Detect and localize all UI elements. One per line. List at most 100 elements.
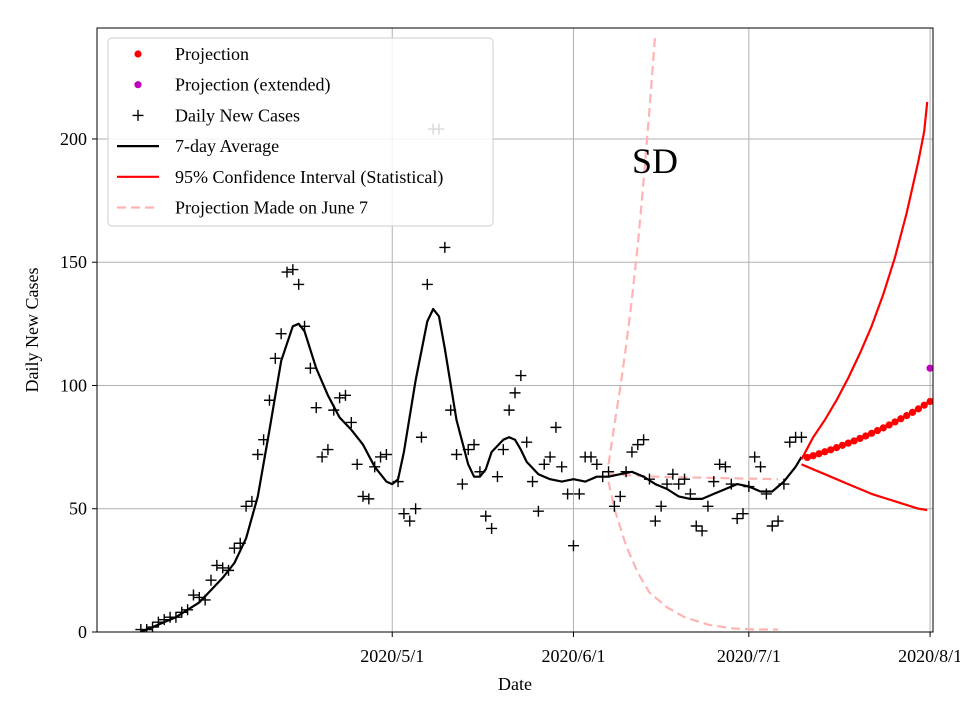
- daily-cases-point: [626, 446, 638, 458]
- daily-cases-point: [228, 542, 240, 554]
- daily-cases-point: [246, 495, 258, 507]
- legend-entry-95-confidence-interval-statistical: 95% Confidence Interval (Statistical): [117, 167, 443, 188]
- projection-point: [862, 432, 870, 440]
- daily-cases-point: [322, 444, 334, 456]
- projection-point: [926, 397, 933, 406]
- legend-entry-projection-made-on-june-7: Projection Made on June 7: [117, 198, 368, 218]
- legend-label: Projection (extended): [175, 75, 330, 96]
- daily-cases-point: [351, 458, 363, 470]
- legend-entry-7-day-average: 7-day Average: [117, 136, 279, 156]
- projection-point: [803, 453, 811, 462]
- legend-entry-projection-extended: Projection (extended): [134, 75, 330, 96]
- daily-cases-point: [731, 513, 743, 525]
- projection-point: [891, 418, 899, 426]
- daily-cases-point: [404, 515, 416, 527]
- daily-cases-point: [532, 505, 544, 517]
- daily-cases-point: [176, 606, 188, 618]
- plot-series: [135, 32, 933, 632]
- daily-cases-point: [375, 451, 387, 463]
- daily-cases-point: [585, 451, 597, 463]
- daily-cases-point: [275, 328, 287, 340]
- daily-cases-point: [772, 515, 784, 527]
- legend-entry-projection: Projection: [134, 44, 249, 64]
- daily-cases-point: [544, 451, 556, 463]
- daily-cases-point: [620, 466, 632, 478]
- daily-cases-point: [339, 389, 351, 401]
- daily-cases-point: [702, 500, 714, 512]
- daily-cases-point: [462, 444, 474, 456]
- daily-cases-point: [743, 481, 755, 493]
- projection-point: [914, 405, 922, 413]
- x-tick-label: 2020/7/1: [717, 646, 781, 666]
- legend-swatch: [132, 109, 144, 121]
- daily-cases-point: [538, 458, 550, 470]
- daily-cases-point: [211, 559, 223, 571]
- daily-cases-point: [141, 624, 153, 632]
- daily-cases-point: [439, 241, 451, 253]
- projection-point: [903, 411, 911, 420]
- daily-cases-point: [269, 352, 281, 364]
- daily-cases-point: [562, 488, 574, 500]
- daily-cases-point: [725, 478, 737, 490]
- daily-cases-point: [474, 466, 486, 478]
- projection-point: [832, 443, 841, 452]
- daily-cases-point: [345, 416, 357, 428]
- x-tick-label: 2020/5/1: [360, 646, 424, 666]
- daily-cases-point: [316, 451, 328, 463]
- legend-entry-daily-new-cases: Daily New Cases: [132, 105, 300, 125]
- daily-cases-point: [778, 478, 790, 490]
- legend-label: 7-day Average: [175, 136, 279, 156]
- daily-cases-point: [632, 439, 644, 451]
- daily-cases-point: [369, 461, 381, 473]
- daily-cases-point: [749, 451, 761, 463]
- legend-label: Daily New Cases: [175, 105, 300, 125]
- projection-point: [827, 446, 835, 454]
- daily-cases-point: [334, 392, 346, 404]
- daily-cases-point: [696, 525, 708, 537]
- daily-cases-point: [603, 466, 615, 478]
- daily-cases-point: [491, 471, 503, 483]
- projection-point: [873, 426, 882, 435]
- daily-cases-point: [199, 594, 211, 606]
- daily-cases-point: [556, 461, 568, 473]
- y-tick-label: 100: [60, 375, 87, 395]
- projection-point: [868, 429, 876, 437]
- daily-cases-point: [158, 614, 170, 626]
- projection-point: [838, 441, 846, 449]
- daily-cases-point: [760, 488, 772, 500]
- daily-cases-point: [304, 362, 316, 374]
- y-axis-label: Daily New Cases: [22, 268, 42, 393]
- daily-cases-point: [509, 387, 521, 399]
- daily-cases-point: [234, 537, 246, 549]
- daily-cases-point: [597, 471, 609, 483]
- daily-cases-point: [690, 520, 702, 532]
- y-tick-label: 0: [78, 622, 87, 642]
- daily-cases-point: [515, 370, 527, 382]
- daily-cases-point: [649, 515, 661, 527]
- daily-cases-point: [293, 278, 305, 290]
- projection-point: [920, 401, 928, 409]
- daily-cases-point: [240, 500, 252, 512]
- daily-cases-point: [567, 540, 579, 552]
- daily-cases-point: [679, 473, 691, 485]
- projection-point: [897, 415, 905, 423]
- daily-cases-point: [661, 478, 673, 490]
- daily-cases-point: [310, 402, 322, 414]
- daily-cases-point: [766, 520, 778, 532]
- daily-cases-point: [281, 266, 293, 278]
- daily-cases-point: [152, 616, 164, 628]
- daily-cases-point: [258, 434, 270, 446]
- daily-cases-point: [527, 476, 539, 488]
- 7-day-average-line: [140, 307, 803, 632]
- daily-cases-point: [784, 436, 796, 448]
- daily-cases-point: [737, 508, 749, 520]
- daily-cases-point: [357, 490, 369, 502]
- projection-point: [885, 421, 893, 429]
- daily-cases-point: [480, 510, 492, 522]
- daily-cases-point: [410, 503, 422, 515]
- daily-cases-point: [614, 490, 626, 502]
- daily-cases-point: [187, 589, 199, 601]
- daily-cases-point: [591, 458, 603, 470]
- 95-confidence-interval-statistical-lower-line: [801, 463, 928, 512]
